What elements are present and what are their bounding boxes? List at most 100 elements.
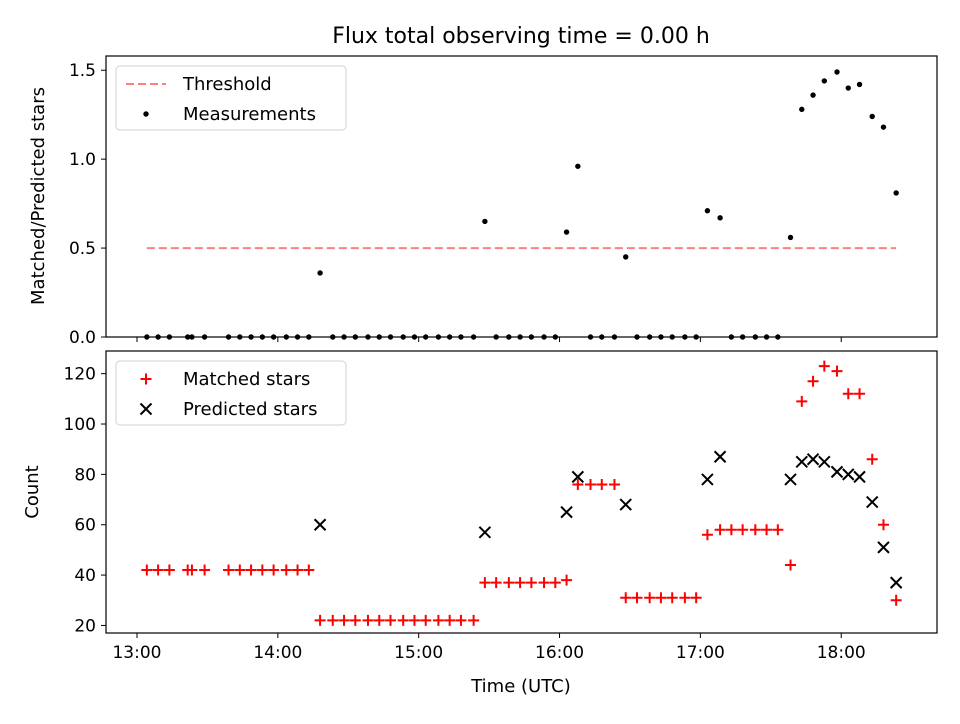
matched-stars-point bbox=[432, 614, 444, 626]
matched-stars-point bbox=[373, 614, 385, 626]
bottom-y-axis-label: Count bbox=[22, 465, 43, 518]
bottom-y-tick-label: 60 bbox=[74, 516, 96, 536]
matched-stars-point bbox=[338, 614, 350, 626]
bottom-y-tick-label: 40 bbox=[74, 566, 96, 586]
matched-stars-point bbox=[141, 564, 153, 576]
matched-stars-point bbox=[514, 577, 526, 589]
matched-stars-point bbox=[701, 529, 713, 541]
matched-stars-point bbox=[890, 594, 902, 606]
legend-matched-swatch bbox=[140, 373, 152, 385]
matched-stars-point bbox=[620, 592, 632, 604]
matched-stars-point bbox=[314, 614, 326, 626]
bottom-y-tick-label: 100 bbox=[64, 415, 96, 435]
bottom-legend: Matched stars Predicted stars bbox=[115, 360, 347, 426]
measurement-point bbox=[880, 124, 887, 130]
matched-stars-point bbox=[854, 388, 866, 400]
matched-stars-point bbox=[538, 577, 550, 589]
predicted-stars-point bbox=[701, 473, 714, 486]
bottom-axes-frame bbox=[105, 350, 938, 634]
measurement-point bbox=[834, 69, 840, 75]
predicted-stars-point bbox=[313, 518, 327, 531]
matched-stars-point bbox=[644, 592, 656, 604]
measurement-point bbox=[482, 218, 488, 225]
matched-stars-point bbox=[152, 564, 164, 576]
matched-stars-point bbox=[397, 614, 409, 626]
measurement-point bbox=[717, 215, 723, 221]
measurement-point bbox=[623, 254, 629, 260]
matched-stars-point bbox=[479, 577, 491, 589]
matched-stars-point bbox=[303, 564, 315, 576]
predicted-stars-point bbox=[478, 526, 492, 539]
top-axes-frame bbox=[105, 55, 938, 338]
predicted-stars-point bbox=[842, 468, 855, 481]
matched-stars-point bbox=[385, 614, 397, 626]
top-y-tick-label: 0.0 bbox=[69, 328, 96, 348]
legend-label: Measurements bbox=[183, 104, 316, 125]
matched-stars-point bbox=[468, 614, 480, 626]
x-tick-label: 13:00 bbox=[112, 643, 161, 663]
predicted-stars-point bbox=[889, 576, 903, 589]
measurement-point bbox=[787, 234, 794, 241]
matched-stars-point bbox=[268, 564, 280, 576]
matched-stars-point bbox=[679, 592, 691, 604]
predicted-stars-point bbox=[571, 470, 585, 484]
matched-stars-point bbox=[455, 614, 467, 626]
matched-stars-point bbox=[785, 559, 797, 571]
predicted-stars-point bbox=[619, 498, 632, 511]
predicted-stars-point bbox=[877, 541, 890, 554]
matched-stars-point bbox=[842, 388, 854, 400]
matched-stars-point bbox=[714, 524, 726, 536]
chart-title: Flux total observing time = 0.00 h bbox=[332, 24, 710, 49]
predicted-stars-point bbox=[713, 450, 727, 463]
top-panel: 0.0 0.5 1.0 1.5 Threshold Measurements bbox=[69, 55, 938, 348]
matched-stars-point bbox=[877, 519, 889, 531]
matched-stars-point bbox=[186, 564, 198, 576]
measurement-point bbox=[845, 85, 851, 91]
legend-predicted-swatch bbox=[139, 402, 153, 416]
matched-stars-point bbox=[163, 564, 175, 576]
top-y-axis-label: Matched/Predicted stars bbox=[28, 87, 49, 305]
predicted-stars-point bbox=[853, 470, 866, 484]
predicted-stars-point bbox=[560, 505, 573, 519]
bottom-y-tick-label: 120 bbox=[64, 365, 96, 385]
top-y-tick-label: 0.5 bbox=[69, 239, 96, 259]
legend-measurement-swatch bbox=[143, 111, 149, 117]
x-axis-label: Time (UTC) bbox=[470, 676, 571, 697]
matched-stars-point bbox=[796, 395, 808, 407]
measurement-point bbox=[869, 113, 875, 120]
predicted-stars-point bbox=[795, 455, 808, 468]
matched-stars-point bbox=[572, 478, 584, 490]
matched-stars-point bbox=[549, 577, 561, 589]
bottom-y-tick-label: 80 bbox=[74, 465, 96, 485]
matched-stars-point bbox=[666, 592, 678, 604]
legend-box bbox=[115, 360, 347, 426]
matched-stars-point bbox=[761, 524, 773, 536]
matched-stars-point bbox=[234, 564, 246, 576]
matched-stars-point bbox=[655, 592, 667, 604]
legend-label: Predicted stars bbox=[183, 399, 317, 420]
matched-stars-point bbox=[737, 524, 749, 536]
matched-stars-point bbox=[772, 524, 784, 536]
measurement-point bbox=[704, 208, 711, 214]
matched-stars-point bbox=[608, 478, 620, 490]
x-tick-label: 16:00 bbox=[535, 643, 584, 663]
matched-stars-point bbox=[503, 577, 515, 589]
bottom-y-tick-label: 20 bbox=[74, 616, 96, 636]
matched-stars-point bbox=[327, 614, 339, 626]
top-y-tick-label: 1.0 bbox=[69, 150, 96, 170]
matched-stars-point bbox=[725, 524, 737, 536]
measurement-point bbox=[799, 106, 805, 113]
matched-stars-point bbox=[349, 614, 361, 626]
x-tick-label: 14:00 bbox=[253, 643, 302, 663]
measurement-point bbox=[856, 81, 863, 88]
matched-stars-point bbox=[749, 524, 761, 536]
matched-stars-point bbox=[690, 592, 702, 604]
matched-stars-point bbox=[596, 478, 608, 490]
matched-stars-point bbox=[292, 564, 304, 576]
predicted-stars-point bbox=[818, 455, 831, 468]
matched-stars-point bbox=[245, 564, 257, 576]
predicted-stars-point bbox=[830, 465, 844, 479]
x-tick-label: 15:00 bbox=[394, 643, 443, 663]
